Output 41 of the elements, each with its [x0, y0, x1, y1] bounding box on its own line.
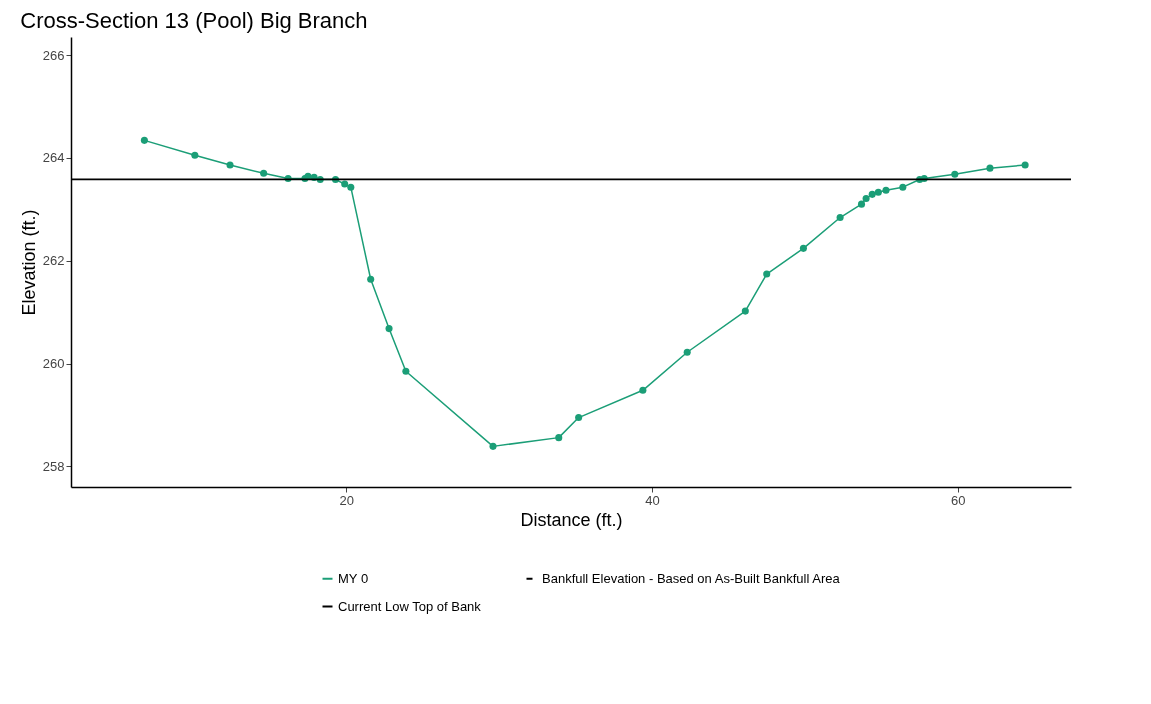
point: [683, 348, 691, 356]
y-tick-label: 260: [42, 356, 65, 372]
point: [868, 190, 876, 198]
legend-label: MY 0: [338, 570, 369, 586]
y-axis-title: Elevation (ft.): [18, 209, 39, 316]
point: [639, 386, 647, 394]
point: [489, 442, 497, 450]
point: [874, 188, 882, 196]
x-tick-label: 20: [339, 492, 354, 508]
point: [140, 136, 148, 144]
point: [347, 183, 355, 191]
point: [862, 194, 870, 203]
point: [1021, 161, 1029, 169]
chart-title: Cross-Section 13 (Pool) Big Branch: [20, 8, 368, 33]
point: [191, 151, 199, 159]
point: [341, 180, 349, 188]
point: [575, 414, 583, 422]
point: [226, 161, 234, 169]
x-tick-label: 40: [645, 492, 660, 508]
y-tick-label: 258: [42, 458, 65, 474]
point: [986, 164, 994, 172]
point: [741, 307, 749, 315]
point: [857, 200, 866, 208]
point: [385, 325, 393, 333]
point: [555, 434, 563, 442]
y-tick-label: 262: [42, 253, 65, 269]
y-tick-label: 264: [42, 150, 65, 166]
point: [836, 213, 844, 222]
point: [367, 275, 375, 283]
point: [260, 169, 268, 177]
point: [799, 244, 807, 252]
x-tick-label: 60: [951, 492, 966, 508]
point: [763, 270, 771, 278]
point: [402, 367, 410, 375]
x-axis-title: Distance (ft.): [520, 509, 623, 530]
legend-label: Bankfull Elevation - Based on As-Built Bankfull Area: [542, 570, 841, 586]
point: [882, 186, 890, 194]
point: [899, 183, 907, 191]
legend-label: Current Low Top of Bank: [338, 598, 482, 614]
point: [951, 170, 959, 178]
y-tick-label: 266: [42, 47, 65, 63]
